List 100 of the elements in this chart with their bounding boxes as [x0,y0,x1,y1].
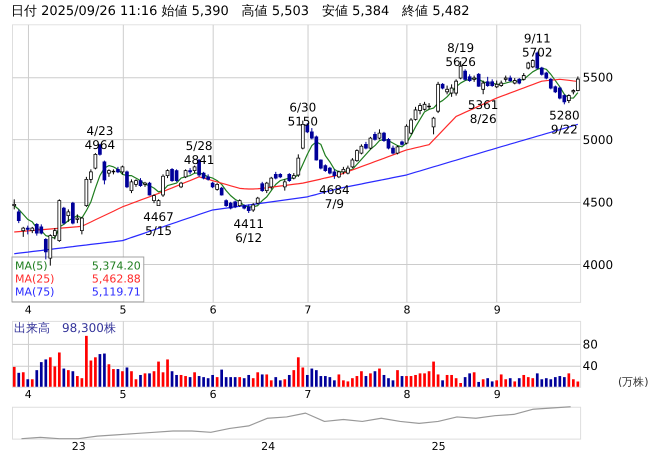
annotation: 9/11 5702 [522,32,553,60]
bar [270,380,273,387]
bar [283,379,286,387]
y-tick-label: 4000 [582,258,614,272]
bar [148,373,151,387]
bar [396,370,399,387]
candlestick [432,116,436,135]
candlestick [548,78,553,90]
bar [238,377,242,387]
bar [450,374,453,387]
bar [567,373,570,387]
bar [288,374,291,387]
bar [549,379,552,387]
annotation: 6/30 5150 [288,100,318,129]
bar [324,376,327,387]
annotation: 出来高 98,300株 [14,320,116,335]
bar [477,382,480,387]
bar [278,380,282,387]
candlestick [12,198,16,210]
bar [274,377,278,387]
bar [531,378,534,387]
bar [66,370,70,387]
bar [211,374,214,387]
bar [80,378,84,387]
bar [121,371,124,387]
candlestick [39,224,44,235]
chart-title: 日付 2025/09/26 11:16 始値 5,390 高値 5,503 安値 5,384 終値 5,482 [10,2,470,19]
candlestick [282,178,287,192]
y-tick-label: 4500 [582,195,614,210]
annotation: 4467 5/15 [143,210,174,238]
annotation: 5,374.20 [92,259,141,272]
bar [490,381,494,387]
bar [48,357,52,387]
candlestick [16,208,21,224]
x-tick-label: 4 [24,303,32,316]
x-tick-label: 23 [72,440,86,454]
bar [364,376,368,387]
y-tick-label: 80 [582,337,598,352]
x-tick-label: 8 [404,303,411,316]
bar [482,379,485,387]
bar [319,376,322,387]
bar [526,377,530,387]
y-tick-label: 40 [582,358,598,373]
bar [26,379,30,387]
bar [76,376,79,387]
x-tick-label: 5 [119,303,126,316]
candlestick [264,181,269,194]
bar [576,381,580,387]
bar [369,373,372,387]
candlestick [476,72,481,88]
bar [40,362,43,387]
bar [495,380,498,387]
bar [328,377,332,387]
candlestick [148,181,152,196]
bar [90,360,92,387]
bar [247,374,250,387]
bar [224,377,228,387]
bar [468,373,471,387]
candlestick [66,208,70,222]
bar [62,368,66,387]
bar [310,368,314,387]
bar [464,377,466,387]
bar [374,371,376,387]
annotation: 4/23 4964 [84,124,116,152]
bar [314,370,318,387]
candlestick [454,78,458,96]
bar [301,367,304,387]
y-tick-label: 5000 [582,132,614,147]
annotation: 5,119.71 [92,285,141,298]
bar [206,378,210,387]
bar [44,359,48,387]
candlestick [368,136,372,150]
bar [17,372,20,387]
bar [558,376,562,387]
bar [518,378,521,387]
x-tick-label: 24 [261,440,276,454]
x-tick-label: 6 [210,388,217,402]
bar [72,371,74,387]
bar [260,374,264,387]
bar [338,374,340,387]
bar [242,378,246,387]
candlestick [62,206,66,225]
bar [126,367,128,387]
bar [486,378,490,387]
x-tick-label: 6 [210,303,217,316]
candlestick [34,222,39,236]
bar [22,372,25,387]
annotation: 8/19 5626 [445,41,476,70]
bar [234,377,237,387]
bar [508,378,512,387]
x-tick-label: 5 [119,388,126,402]
bar [459,383,462,387]
bar [472,372,476,387]
bar [12,366,16,387]
bar [306,374,309,387]
candlestick [44,238,48,260]
text: MA(25) [14,272,54,286]
bar [198,376,200,387]
bar [116,369,120,387]
bar [333,380,336,387]
